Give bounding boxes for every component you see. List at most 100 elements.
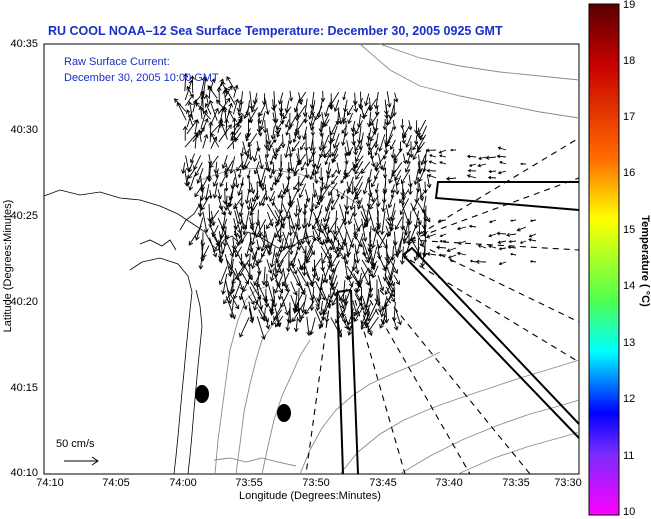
current-vector — [233, 225, 239, 238]
current-vector — [236, 161, 244, 172]
current-vector — [261, 266, 267, 286]
colorbar-tick: 17 — [623, 111, 636, 123]
current-vector — [231, 266, 244, 285]
current-vector — [274, 120, 280, 135]
current-vector — [306, 203, 314, 228]
current-vector — [234, 202, 243, 226]
current-vector — [248, 307, 255, 324]
current-vector — [218, 245, 226, 263]
current-vector — [272, 147, 278, 160]
current-vector — [497, 240, 507, 245]
current-vector — [225, 280, 233, 305]
current-vector — [322, 231, 329, 243]
current-vector — [346, 181, 351, 193]
current-vector — [364, 93, 370, 107]
current-vector — [318, 132, 324, 152]
current-vector — [497, 170, 507, 175]
current-vector — [341, 135, 346, 147]
current-vector — [300, 309, 307, 320]
current-vector — [407, 223, 418, 246]
current-vector — [242, 211, 250, 236]
x-tick-label: 73:45 — [369, 477, 397, 489]
current-vector — [478, 156, 487, 161]
current-vector — [237, 169, 242, 179]
current-vector — [237, 105, 243, 117]
current-vector — [311, 182, 317, 199]
current-vector — [297, 105, 306, 118]
current-vector — [331, 142, 340, 157]
current-vector — [382, 167, 388, 179]
current-vector — [389, 139, 396, 151]
x-tick-label: 74:00 — [169, 477, 197, 489]
current-vector — [322, 267, 330, 284]
current-vector — [427, 174, 437, 179]
current-vector — [209, 155, 219, 169]
current-vector — [301, 209, 307, 229]
current-vector — [281, 295, 290, 316]
colorbar-tick: 19 — [623, 0, 636, 11]
current-vector — [320, 308, 326, 321]
current-vector — [497, 146, 507, 151]
current-vector — [239, 317, 250, 338]
current-vector — [456, 226, 467, 231]
current-vector — [315, 163, 322, 175]
current-vector — [309, 317, 316, 336]
current-vector — [196, 168, 204, 185]
current-vector — [402, 225, 408, 236]
current-vector — [469, 259, 477, 263]
current-vector — [183, 72, 189, 92]
current-vector — [237, 181, 244, 197]
current-vector — [269, 247, 276, 268]
current-vector — [308, 113, 315, 127]
current-vector — [367, 316, 379, 333]
colorbar-title: Temperature ( °C) — [639, 215, 651, 307]
current-vector — [498, 247, 507, 251]
current-vector — [438, 149, 447, 154]
current-vector — [274, 274, 284, 294]
current-vector — [274, 146, 282, 157]
current-vector — [187, 100, 194, 120]
current-vector — [226, 137, 238, 150]
current-vector — [221, 81, 228, 94]
current-vector — [358, 132, 364, 151]
current-vector — [367, 140, 378, 156]
current-vector — [210, 211, 216, 227]
current-vector — [340, 190, 346, 200]
current-vector — [192, 127, 205, 143]
current-vector — [200, 109, 208, 129]
current-vector — [439, 161, 447, 165]
current-vector — [404, 161, 411, 173]
current-vector — [276, 127, 282, 138]
current-vector — [270, 309, 283, 326]
current-vector — [477, 163, 487, 168]
current-vector — [324, 216, 330, 228]
x-axis-title: Longitude (Degrees:Minutes) — [239, 490, 381, 502]
current-vector — [174, 98, 187, 112]
current-vector — [300, 224, 308, 245]
current-vector — [328, 182, 338, 197]
current-vector — [425, 148, 437, 153]
current-vector — [268, 169, 274, 180]
current-vector — [288, 211, 296, 230]
colorbar-tick: 14 — [623, 280, 636, 292]
current-vector — [385, 204, 392, 222]
current-vector — [367, 301, 378, 322]
current-vector — [353, 175, 363, 192]
current-vector — [376, 295, 381, 307]
current-vector — [199, 90, 205, 107]
current-vector — [370, 176, 378, 188]
current-vector — [223, 288, 235, 305]
current-vector — [388, 169, 395, 184]
current-vector — [264, 231, 271, 249]
current-vector — [488, 233, 497, 238]
current-vector — [425, 233, 437, 239]
current-vector — [477, 244, 487, 249]
current-vector — [355, 168, 364, 180]
current-vector — [293, 301, 299, 314]
current-vector — [200, 117, 209, 135]
current-vector — [226, 205, 232, 216]
current-vector — [391, 98, 397, 117]
current-vector — [354, 258, 360, 275]
current-vector — [394, 216, 403, 231]
current-vector — [499, 161, 507, 165]
